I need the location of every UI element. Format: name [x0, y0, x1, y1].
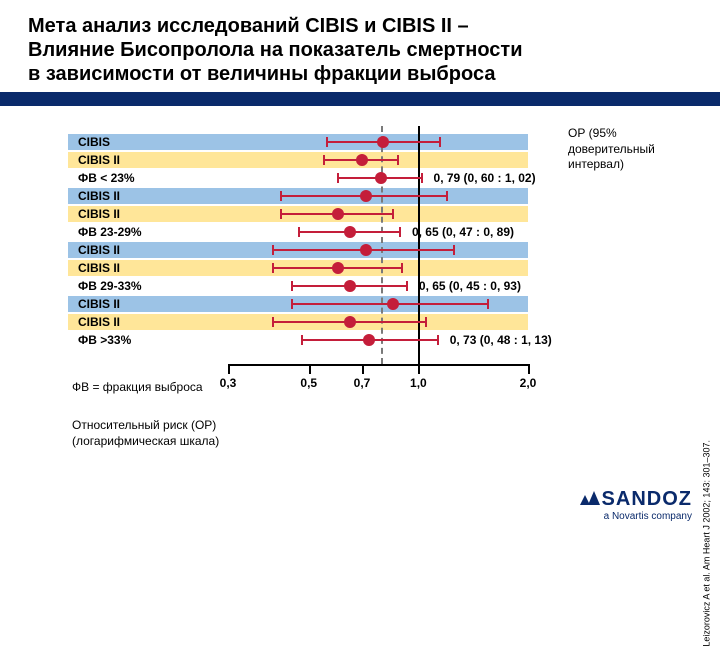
point-marker — [377, 136, 389, 148]
row-label: ФВ 23-29% — [78, 225, 142, 239]
value-label: 0, 65 (0, 45 : 0, 93) — [419, 279, 521, 293]
point-marker — [344, 316, 356, 328]
caption-line-2: (логарифмическая шкала) — [72, 434, 219, 450]
row-label: CIBIS II — [78, 153, 120, 167]
x-tick-label: 0,3 — [220, 376, 237, 398]
x-tick — [309, 364, 311, 374]
point-marker — [332, 208, 344, 220]
x-tick-label: 0,7 — [354, 376, 371, 398]
row-label: CIBIS II — [78, 261, 120, 275]
point-marker — [363, 334, 375, 346]
legend-or: ОР (95% доверительный интервал) — [568, 126, 655, 173]
point-marker — [387, 298, 399, 310]
citation: Leizorovicz A et al. Am Heart J 2002; 14… — [702, 440, 712, 647]
title-underline — [0, 92, 720, 106]
row-label: CIBIS II — [78, 189, 120, 203]
row-label: ФВ < 23% — [78, 171, 135, 185]
x-axis — [228, 364, 528, 366]
x-tick-label: 2,0 — [520, 376, 537, 398]
value-label: 0, 79 (0, 60 : 1, 02) — [434, 171, 536, 185]
point-marker — [332, 262, 344, 274]
title-line-1: Мета анализ исследований CIBIS и CIBIS I… — [28, 14, 692, 38]
forest-plot: CIBIS CIBIS II ФВ < 23% 0, 79 (0, 60 : 1, 0… — [28, 126, 692, 446]
footnote: ФВ = фракция выброса — [72, 380, 203, 394]
brand-subtitle: a Novartis company — [580, 511, 692, 522]
x-tick — [228, 364, 230, 374]
legend-line-3: интервал) — [568, 157, 655, 173]
brand-logo: SANDOZ a Novartis company — [580, 488, 692, 522]
row-label: ФВ 29-33% — [78, 279, 142, 293]
point-marker — [344, 280, 356, 292]
point-marker — [360, 190, 372, 202]
value-label: 0, 73 (0, 48 : 1, 13) — [450, 333, 552, 347]
caption-line-1: Относительный риск (ОР) — [72, 418, 219, 434]
title-line-3: в зависимости от величины фракции выброс… — [28, 62, 692, 86]
brand-name: SANDOZ — [580, 488, 692, 511]
plot-region: 0,30,50,71,02,0 — [228, 126, 528, 398]
axis-caption: Относительный риск (ОР) (логарифмическая… — [72, 418, 219, 449]
page-title: Мета анализ исследований CIBIS и CIBIS I… — [0, 0, 720, 92]
x-tick — [418, 364, 420, 374]
x-tick — [362, 364, 364, 374]
legend-line-2: доверительный — [568, 142, 655, 158]
point-marker — [375, 172, 387, 184]
row-label: CIBIS II — [78, 243, 120, 257]
value-label: 0, 65 (0, 47 : 0, 89) — [412, 225, 514, 239]
row-label: CIBIS II — [78, 207, 120, 221]
legend-line-1: ОР (95% — [568, 126, 655, 142]
brand-icon — [580, 488, 600, 511]
title-line-2: Влияние Бисопролола на показатель смертн… — [28, 38, 692, 62]
x-tick-label: 0,5 — [300, 376, 317, 398]
point-marker — [360, 244, 372, 256]
row-label: CIBIS — [78, 135, 110, 149]
row-label: ФВ >33% — [78, 333, 131, 347]
dash-line — [381, 126, 383, 364]
row-label: CIBIS II — [78, 315, 120, 329]
ref-line — [418, 126, 420, 364]
row-label: CIBIS II — [78, 297, 120, 311]
x-tick — [528, 364, 530, 374]
x-tick-label: 1,0 — [410, 376, 427, 398]
point-marker — [356, 154, 368, 166]
point-marker — [344, 226, 356, 238]
